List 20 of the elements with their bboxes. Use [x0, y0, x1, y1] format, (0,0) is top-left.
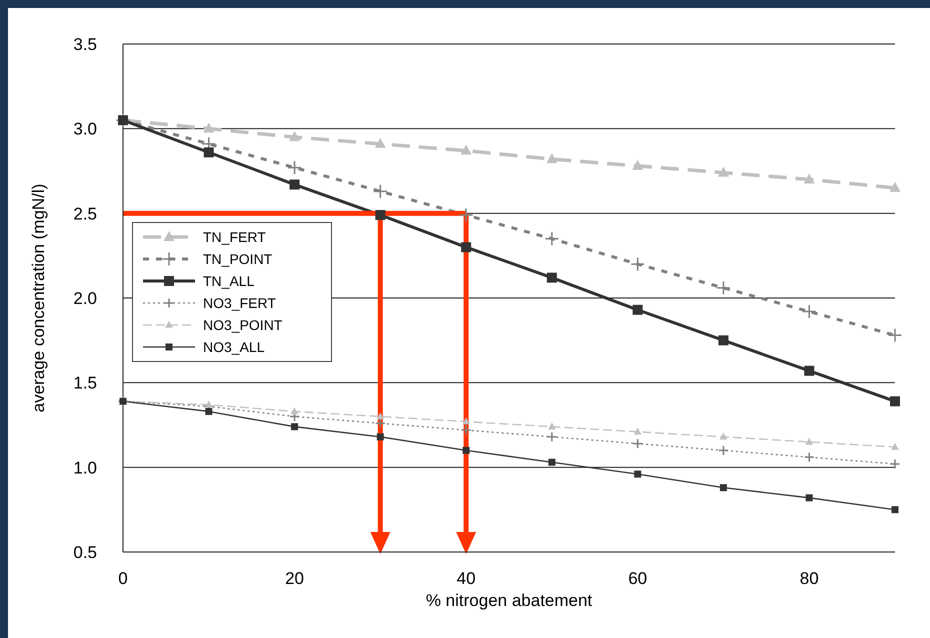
legend-label: NO3_FERT: [203, 295, 276, 311]
x-axis-title: % nitrogen abatement: [426, 591, 592, 610]
x-tick-label: 20: [285, 569, 304, 588]
x-tick-label: 40: [456, 569, 476, 588]
y-tick-label: 0.5: [73, 543, 97, 562]
x-tick-label: 60: [628, 569, 648, 588]
legend-label: NO3_POINT: [203, 317, 282, 333]
legend-label: TN_POINT: [203, 251, 272, 267]
y-tick-label: 2.5: [73, 204, 97, 224]
y-tick-label: 1.5: [73, 374, 97, 393]
legend-label: TN_FERT: [203, 229, 266, 245]
y-tick-label: 3.5: [73, 35, 97, 54]
y-tick-label: 1.0: [73, 458, 97, 478]
legend-label: NO3_ALL: [203, 339, 264, 355]
legend-label: TN_ALL: [203, 273, 254, 289]
y-tick-label: 3.0: [73, 120, 97, 139]
x-tick-label: 0: [118, 569, 128, 588]
x-tick-label: 80: [800, 569, 819, 588]
y-tick-label: 2.0: [73, 289, 97, 308]
y-axis-title: average concentration (mgN/l): [29, 184, 48, 412]
